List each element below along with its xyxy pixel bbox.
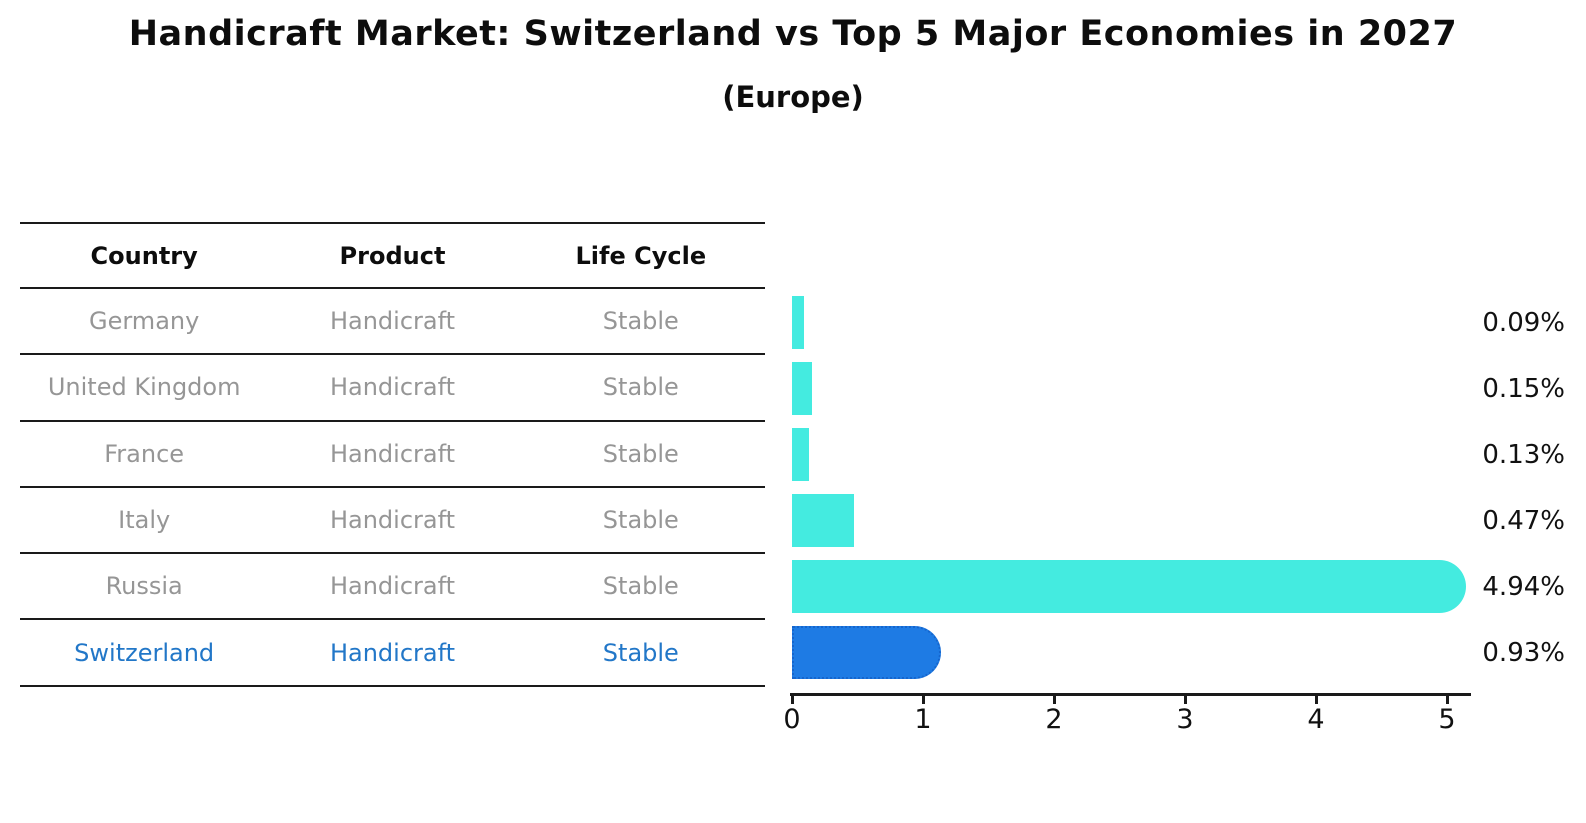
country-cell: Italy — [118, 506, 171, 535]
x-axis-line — [790, 693, 1471, 696]
country-cell: Germany — [89, 307, 200, 336]
x-axis-tick-label: 0 — [783, 704, 801, 735]
table-header-row: Country Product Life Cycle — [20, 224, 765, 289]
chart-title: Handicraft Market: Switzerland vs Top 5 … — [128, 14, 1458, 54]
product-cell: Handicraft — [329, 506, 456, 535]
country-table: Country Product Life Cycle Germany Handi… — [20, 222, 765, 687]
table-row-switzerland: Switzerland Handicraft Stable — [20, 620, 765, 687]
x-axis-tick — [922, 696, 925, 704]
x-axis-tick — [791, 696, 794, 704]
country-cell: Switzerland — [74, 638, 215, 667]
life-cycle-cell: Stable — [602, 506, 679, 535]
x-axis-tick — [1315, 696, 1318, 704]
life-cycle-cell: Stable — [602, 439, 679, 468]
product-cell: Handicraft — [329, 638, 456, 667]
life-cycle-cell: Stable — [602, 638, 679, 667]
life-cycle-cell: Stable — [602, 572, 679, 601]
product-cell: Handicraft — [329, 373, 456, 402]
x-axis-tick-label: 1 — [914, 704, 932, 735]
country-cell: Russia — [105, 572, 183, 601]
life-cycle-cell: Stable — [602, 307, 679, 336]
x-axis-tick — [1053, 696, 1056, 704]
column-header-life-cycle: Life Cycle — [575, 241, 707, 270]
product-cell: Handicraft — [329, 439, 456, 468]
value-label: 0.93% — [1482, 638, 1565, 668]
table-row: United Kingdom Handicraft Stable — [20, 355, 765, 422]
bar-united-kingdom — [792, 362, 812, 415]
value-label: 0.13% — [1482, 440, 1565, 470]
value-label: 0.15% — [1482, 374, 1565, 404]
x-axis-tick-label: 3 — [1176, 704, 1194, 735]
table-row: Italy Handicraft Stable — [20, 488, 765, 555]
country-cell: United Kingdom — [47, 373, 241, 402]
bar-switzerland — [792, 626, 941, 679]
bar-france — [792, 428, 810, 481]
value-label: 4.94% — [1482, 572, 1565, 602]
country-cell: France — [104, 439, 185, 468]
x-axis-tick — [1184, 696, 1187, 704]
x-axis-tick-label: 4 — [1307, 704, 1325, 735]
table-row: France Handicraft Stable — [20, 422, 765, 488]
table-row: Russia Handicraft Stable — [20, 554, 765, 621]
product-cell: Handicraft — [329, 572, 456, 601]
bar-germany — [792, 296, 804, 349]
bar-russia — [792, 560, 1467, 613]
x-axis-tick — [1446, 696, 1449, 704]
column-header-country: Country — [90, 241, 198, 270]
life-cycle-cell: Stable — [602, 373, 679, 402]
x-axis-tick-label: 5 — [1438, 704, 1456, 735]
column-header-product: Product — [339, 241, 446, 270]
value-label: 0.09% — [1482, 308, 1565, 338]
product-cell: Handicraft — [329, 307, 456, 336]
table-row: Germany Handicraft Stable — [20, 289, 765, 356]
chart-subtitle: (Europe) — [722, 80, 864, 114]
bar-italy — [792, 494, 854, 547]
value-label: 0.47% — [1482, 506, 1565, 536]
x-axis-tick-label: 2 — [1045, 704, 1063, 735]
